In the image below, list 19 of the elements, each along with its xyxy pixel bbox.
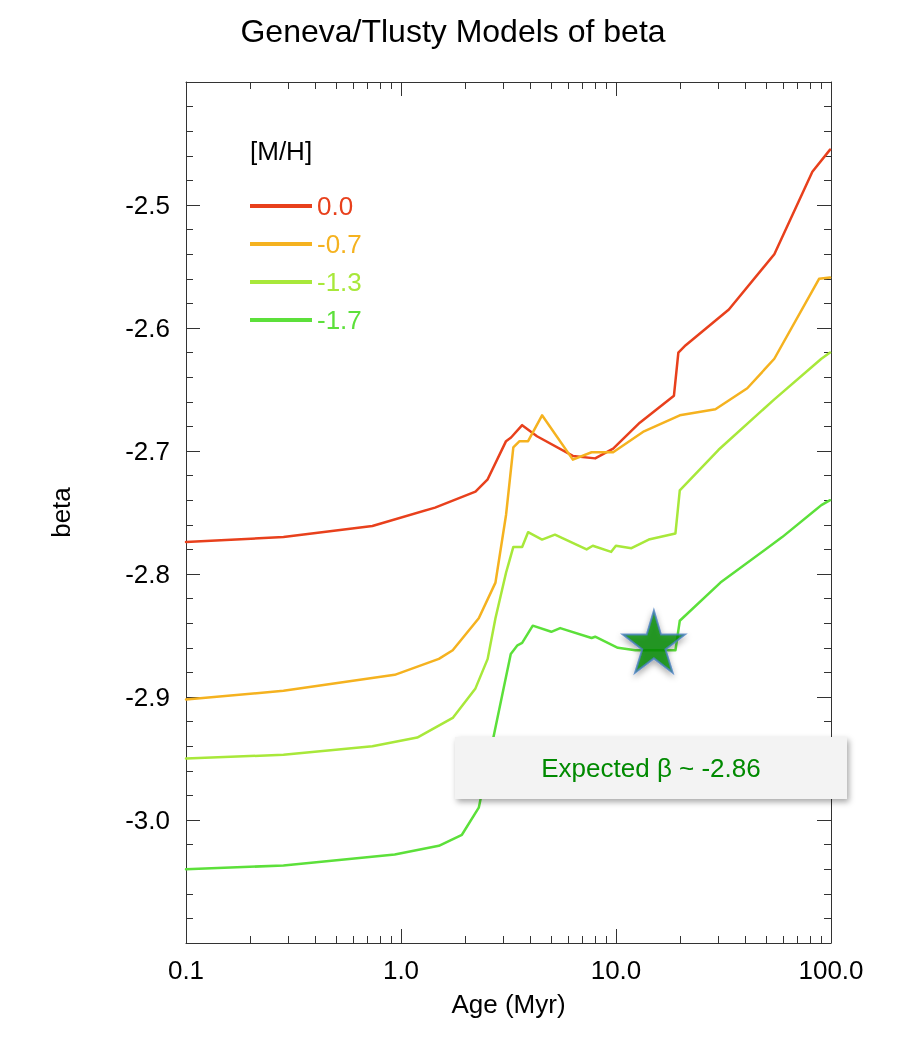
legend-label: -1.3 — [317, 267, 362, 297]
legend-label: -1.7 — [317, 305, 362, 335]
y-tick-label: -3.0 — [125, 805, 170, 835]
legend-label: 0.0 — [317, 191, 354, 221]
y-tick-label: -2.6 — [125, 313, 170, 343]
x-tick-label: 10.0 — [590, 955, 642, 985]
legend-title: [M/H] — [250, 136, 313, 166]
x-axis-title: Age (Myr) — [451, 989, 566, 1019]
callout-box: Expected β ~ -2.86 — [455, 737, 847, 799]
y-tick-label: -2.8 — [125, 559, 170, 589]
y-tick-label: -2.7 — [125, 436, 170, 466]
y-axis-title: beta — [46, 486, 76, 538]
legend-label: -0.7 — [317, 229, 362, 259]
x-tick-label: 0.1 — [167, 955, 205, 985]
x-tick-label: 1.0 — [382, 955, 420, 985]
y-tick-label: -2.5 — [125, 190, 170, 220]
y-tick-label: -2.9 — [125, 682, 170, 712]
x-tick-label: 100.0 — [798, 955, 864, 985]
chart-title: Geneva/Tlusty Models of beta — [240, 13, 666, 49]
